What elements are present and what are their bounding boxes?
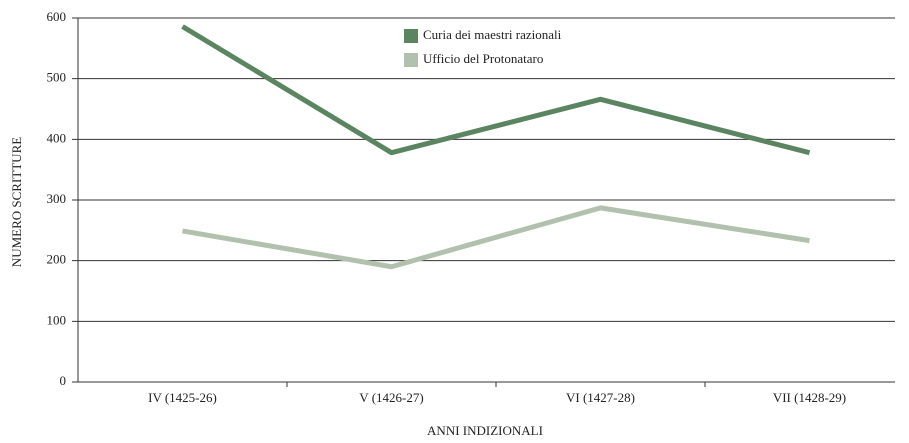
y-axis-label: NUMERO SCRITTURE [9,137,24,267]
y-tick-label: 300 [47,191,67,206]
y-tick-label: 0 [60,373,67,388]
legend-label: Curia dei maestri razionali [423,27,562,42]
x-tick-label: VI (1427-28) [566,390,635,405]
y-tick-label: 100 [47,312,67,327]
y-tick-label: 500 [47,70,67,85]
line [182,205,810,270]
legend-label: Ufficio del Protonataro [423,51,543,66]
legend-swatch [404,53,418,67]
legend-swatch [404,29,418,43]
y-tick-label: 400 [47,130,67,145]
x-tick-label: IV (1425-26) [148,390,217,405]
x-tick-label: VII (1428-29) [773,390,846,405]
line [181,24,811,156]
y-tick-label: 200 [47,252,67,267]
y-tick-label: 600 [47,9,67,24]
x-axis-label: ANNI INDIZIONALI [427,423,543,438]
x-tick-label: V (1426-27) [359,390,423,405]
